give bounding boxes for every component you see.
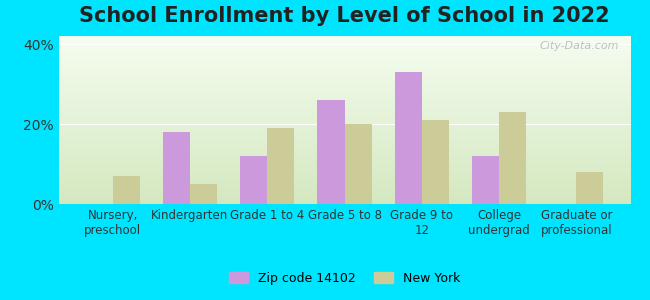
- Bar: [267, 128, 294, 204]
- Bar: [499, 112, 526, 204]
- Bar: [577, 172, 603, 204]
- Title: School Enrollment by Level of School in 2022: School Enrollment by Level of School in …: [79, 6, 610, 26]
- Bar: [163, 132, 190, 204]
- Legend: Zip code 14102, New York: Zip code 14102, New York: [229, 272, 460, 285]
- Bar: [240, 156, 267, 204]
- Bar: [395, 72, 422, 204]
- Bar: [472, 156, 499, 204]
- Bar: [190, 184, 217, 204]
- Text: City-Data.com: City-Data.com: [540, 41, 619, 51]
- Bar: [422, 120, 449, 204]
- Bar: [112, 176, 140, 204]
- Bar: [317, 100, 344, 204]
- Bar: [344, 124, 372, 204]
